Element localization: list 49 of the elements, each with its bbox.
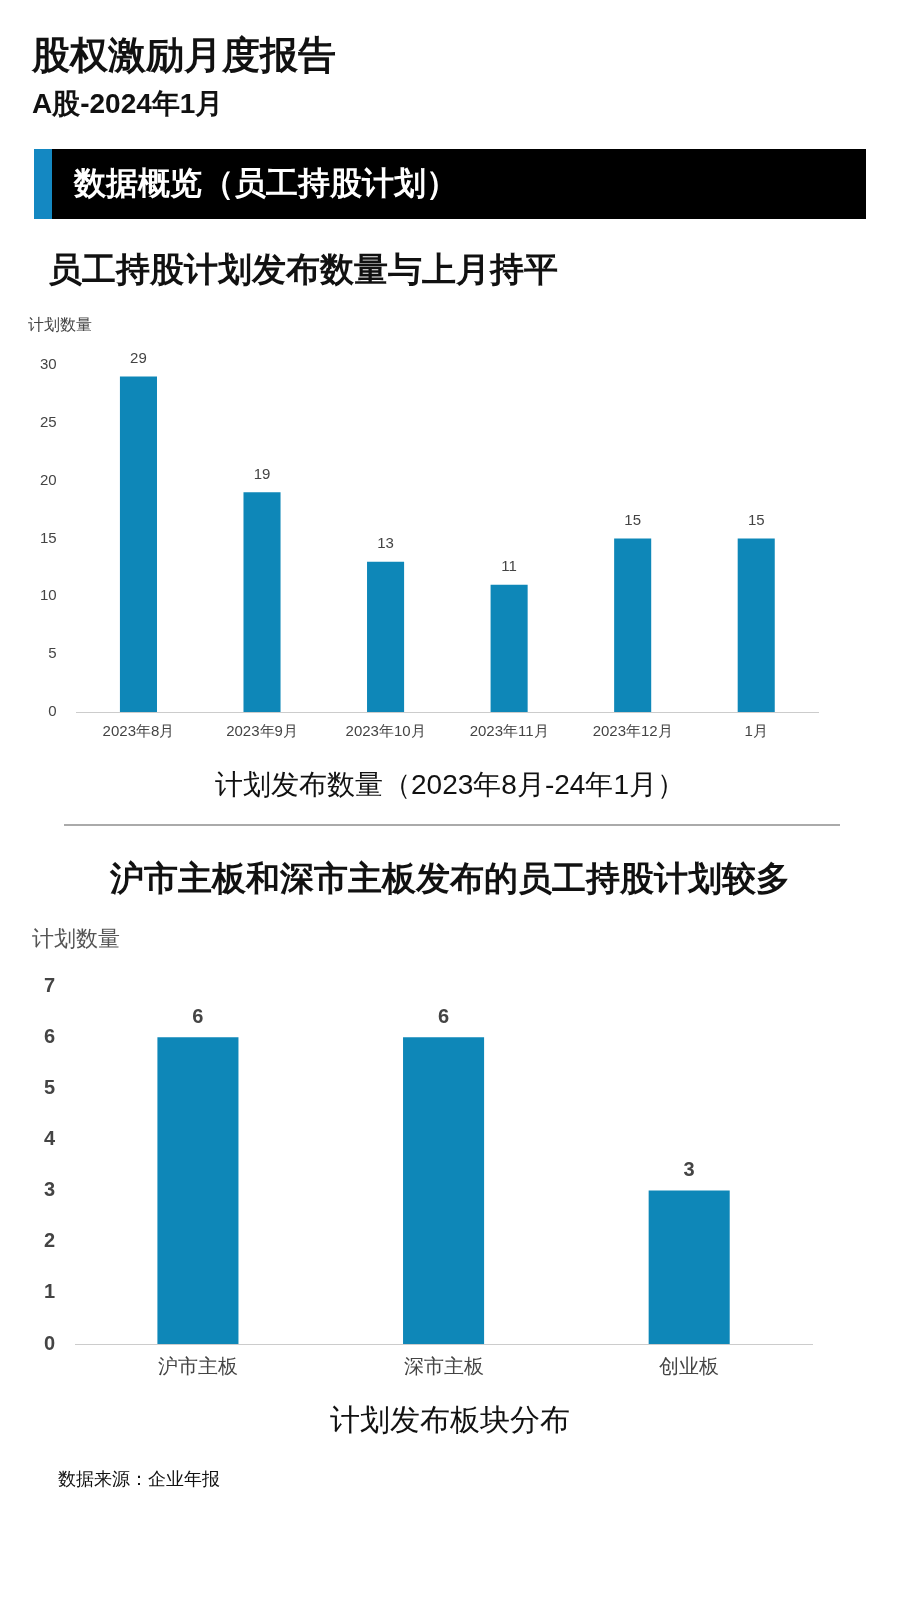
chart-title: 员工持股计划发布数量与上月持平 bbox=[48, 249, 559, 290]
x-tick-label: 2023年9月 bbox=[226, 722, 298, 740]
data-label: 11 bbox=[501, 557, 517, 575]
y-axis-title: 计划数量 bbox=[28, 315, 93, 335]
data-label: 6 bbox=[438, 1004, 450, 1027]
y-tick-label: 0 bbox=[48, 702, 57, 720]
y-tick-label: 30 bbox=[40, 355, 57, 373]
x-tick-label: 2023年11月 bbox=[469, 722, 549, 740]
source-note: 数据来源：企业年报 bbox=[58, 1468, 221, 1491]
data-label: 29 bbox=[130, 349, 147, 367]
data-label: 15 bbox=[624, 511, 642, 529]
x-axis-title: 计划发布数量（2023年8月-24年1月） bbox=[214, 768, 686, 802]
y-tick-label: 5 bbox=[44, 1075, 56, 1098]
y-tick-label: 3 bbox=[44, 1178, 56, 1201]
y-tick-label: 0 bbox=[44, 1331, 56, 1354]
x-tick-label: 深市主板 bbox=[403, 1354, 484, 1377]
bar bbox=[367, 561, 405, 712]
y-axis-title: 计划数量 bbox=[32, 925, 121, 953]
bar bbox=[243, 492, 281, 712]
text: A股-2024年1月 bbox=[32, 87, 225, 121]
bar bbox=[737, 538, 775, 712]
y-tick-label: 15 bbox=[40, 528, 57, 546]
x-tick-label: 2023年8月 bbox=[102, 722, 175, 740]
x-tick-label: 1月 bbox=[744, 722, 768, 740]
y-tick-label: 20 bbox=[40, 470, 57, 488]
x-tick-label: 2023年12月 bbox=[592, 722, 673, 740]
y-tick-label: 2 bbox=[44, 1229, 56, 1252]
data-label: 13 bbox=[377, 534, 394, 552]
chart-title: 沪市主板和深市主板发布的员工持股计划较多 bbox=[109, 858, 791, 899]
x-tick-label: 沪市主板 bbox=[157, 1354, 238, 1377]
bar bbox=[119, 376, 157, 712]
data-label: 6 bbox=[192, 1004, 204, 1027]
y-tick-label: 7 bbox=[44, 973, 56, 996]
text: 股权激励月度报告 bbox=[32, 33, 337, 78]
x-tick-label: 2023年10月 bbox=[345, 722, 426, 740]
y-tick-label: 4 bbox=[44, 1126, 56, 1149]
data-label: 19 bbox=[253, 464, 271, 482]
x-axis-title: 计划发布板块分布 bbox=[329, 1402, 571, 1438]
data-label: 3 bbox=[683, 1158, 695, 1181]
data-label: 15 bbox=[747, 511, 765, 529]
y-tick-label: 10 bbox=[40, 586, 57, 604]
x-tick-label: 创业板 bbox=[659, 1354, 720, 1377]
y-tick-label: 1 bbox=[44, 1280, 56, 1303]
y-tick-label: 5 bbox=[48, 644, 57, 662]
text: 数据概览（员工持股计划） bbox=[74, 164, 458, 203]
y-tick-label: 25 bbox=[40, 412, 57, 430]
bar bbox=[614, 538, 652, 712]
bar bbox=[490, 584, 528, 712]
y-tick-label: 6 bbox=[44, 1024, 56, 1047]
